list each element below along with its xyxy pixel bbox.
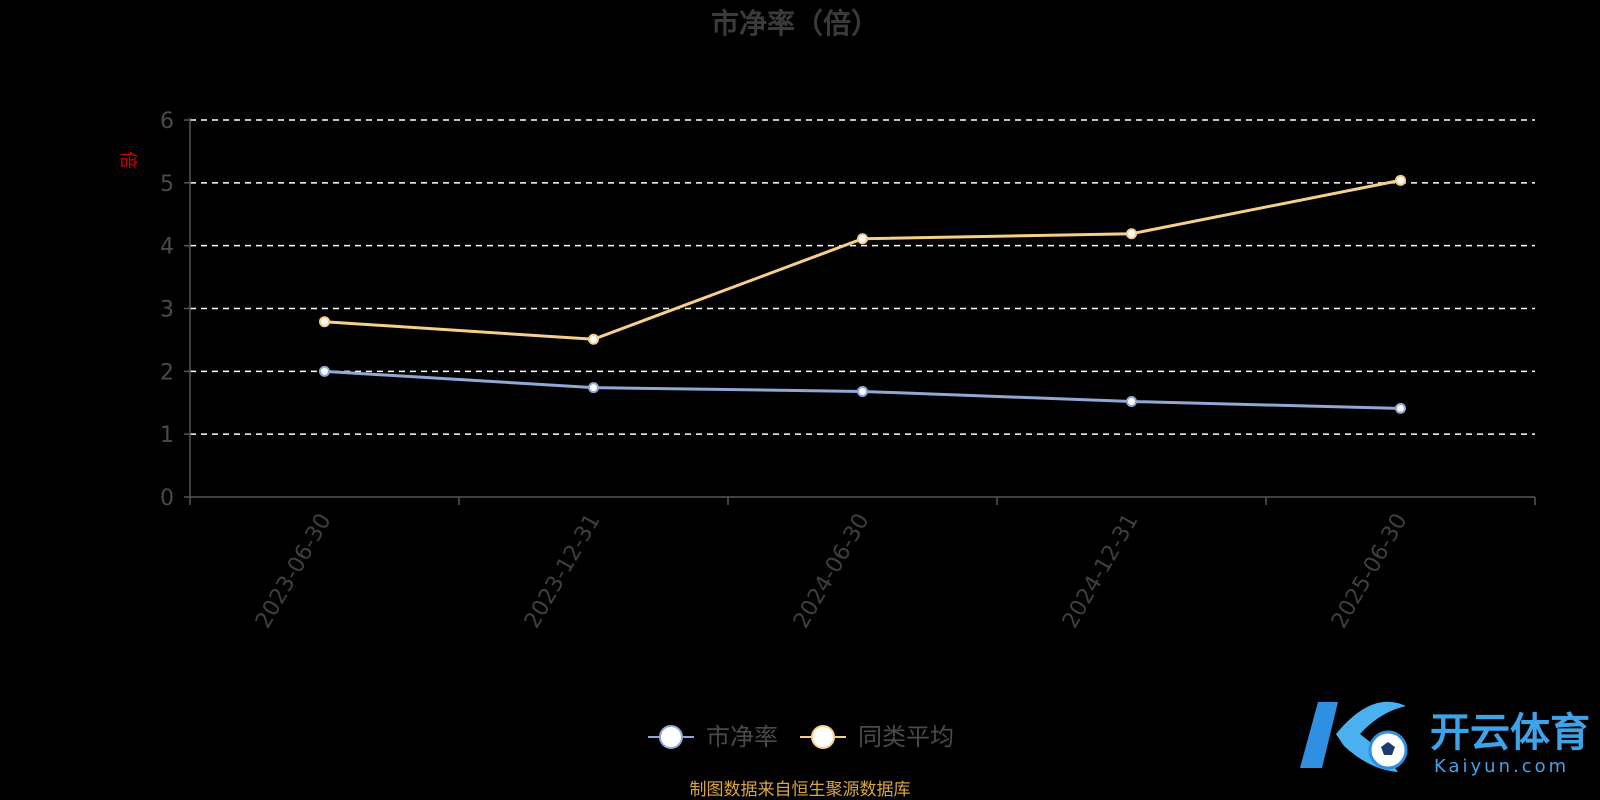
data-point-0-1 [588,382,599,394]
x-tick-label-1: 2023-12-31 [520,510,606,633]
logo-k-icon [1300,702,1338,768]
x-tick-label-2: 2024-06-30 [789,510,875,633]
series-0 [319,365,1406,414]
legend-label-peer-average: 同类平均 [858,723,954,751]
data-point-1-1 [588,333,599,345]
data-point-1-2 [857,233,868,245]
legend-label-pb: 市净率 [706,723,778,751]
y-tick-label-0: 0 [160,486,174,511]
watermark-brand-en: Kaiyun.com [1434,756,1569,777]
x-tick-label-4: 2025-06-30 [1327,510,1413,633]
series-line-1 [324,178,1401,341]
axes [189,118,1536,505]
x-axis-ticks: 2023-06-30 2023-12-31 2024-06-30 2024-12-31… [251,510,1413,633]
y-tick-label-6: 6 [160,109,174,134]
data-point-0-0 [319,365,330,377]
data-point-1-0 [319,316,330,328]
y-tick-label-2: 2 [160,360,174,385]
data-point-1-4 [1395,174,1406,186]
y-tick-label-5: 5 [160,172,174,197]
watermark-brand-cn: 开云体育 [1430,710,1590,756]
legend-item-pb[interactable]: 市净率 [648,723,778,751]
data-point-1-3 [1126,228,1137,240]
y-axis-unit: 倍 [117,151,138,169]
y-tick-label-3: 3 [160,298,174,323]
y-tick-label-1: 1 [160,423,174,448]
data-point-0-4 [1395,402,1406,414]
legend-item-peer-average[interactable]: 同类平均 [800,723,954,751]
x-tick-label-3: 2024-12-31 [1058,510,1144,633]
legend[interactable]: 市净率 同类平均 [648,723,954,751]
series [319,174,1406,414]
x-tick-label-0: 2023-06-30 [251,510,337,633]
data-point-0-3 [1126,395,1137,407]
grid [184,119,1535,498]
watermark-logo: 开云体育 Kaiyun.com [1300,701,1590,777]
series-1 [319,174,1406,345]
y-axis-ticks: 0 1 2 3 4 5 6 [160,109,174,511]
chart-title: 市净率（倍） [711,7,879,40]
source-note: 制图数据来自恒生聚源数据库 [690,780,911,800]
y-tick-label-4: 4 [160,235,174,260]
data-point-0-2 [857,385,868,397]
